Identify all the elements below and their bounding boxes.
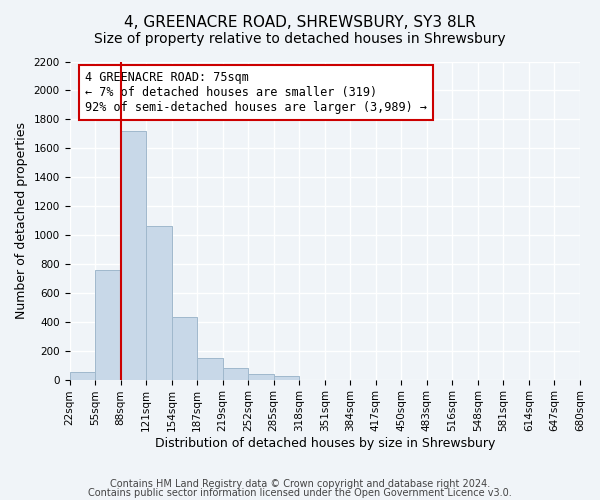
Text: Contains public sector information licensed under the Open Government Licence v3: Contains public sector information licen… <box>88 488 512 498</box>
X-axis label: Distribution of detached houses by size in Shrewsbury: Distribution of detached houses by size … <box>155 437 495 450</box>
Text: Contains HM Land Registry data © Crown copyright and database right 2024.: Contains HM Land Registry data © Crown c… <box>110 479 490 489</box>
Text: 4 GREENACRE ROAD: 75sqm
← 7% of detached houses are smaller (319)
92% of semi-de: 4 GREENACRE ROAD: 75sqm ← 7% of detached… <box>85 71 427 114</box>
Bar <box>70 372 95 380</box>
Bar <box>95 270 121 380</box>
Bar <box>146 226 172 380</box>
Text: 4, GREENACRE ROAD, SHREWSBURY, SY3 8LR: 4, GREENACRE ROAD, SHREWSBURY, SY3 8LR <box>124 15 476 30</box>
Bar <box>121 131 146 380</box>
Bar <box>274 376 299 380</box>
Bar <box>223 368 248 380</box>
Bar <box>172 318 197 380</box>
Bar <box>248 374 274 380</box>
Text: Size of property relative to detached houses in Shrewsbury: Size of property relative to detached ho… <box>94 32 506 46</box>
Y-axis label: Number of detached properties: Number of detached properties <box>15 122 28 319</box>
Bar <box>197 358 223 380</box>
